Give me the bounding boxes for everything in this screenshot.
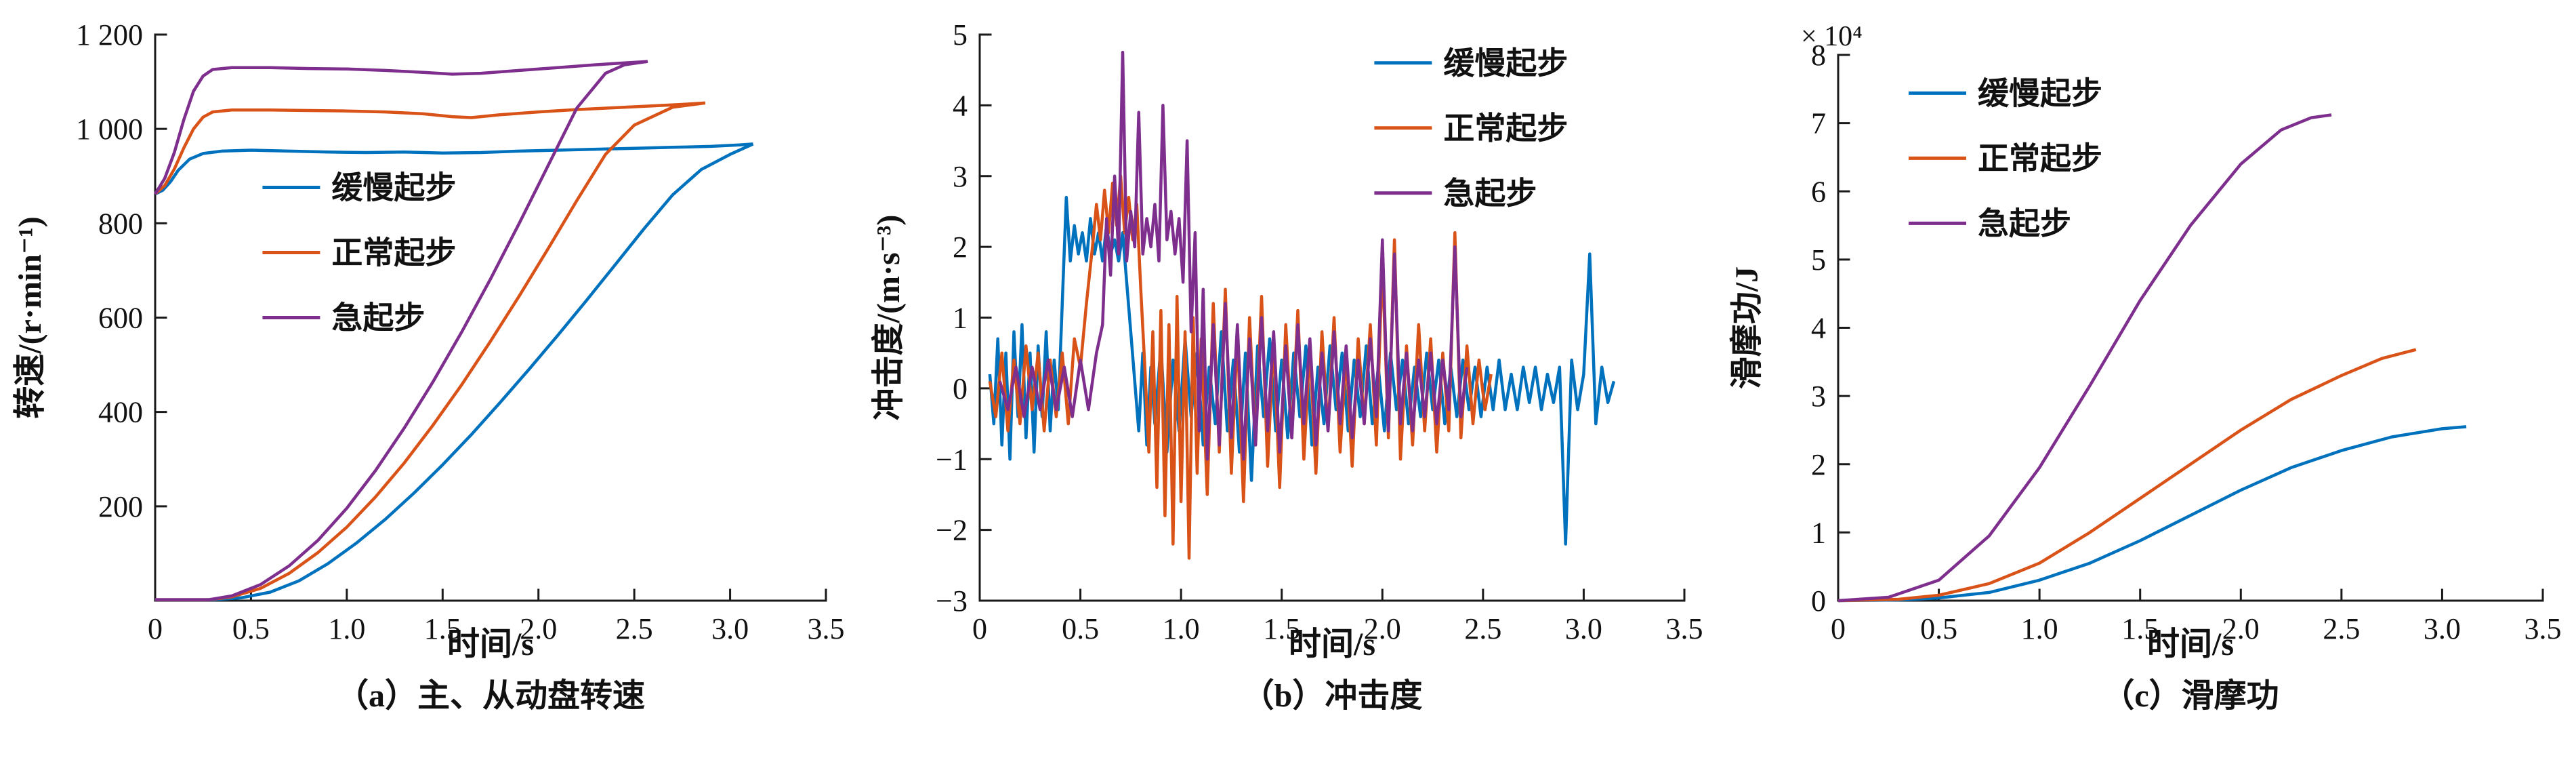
legend-label: 正常起步	[331, 235, 456, 270]
legend-item-normal: 正常起步	[262, 235, 456, 270]
x-axis-label: 时间/s	[2147, 626, 2234, 662]
series-rapid-jerk	[998, 50, 1469, 461]
legend-label: 缓慢起步	[1443, 46, 1568, 81]
legend-item-slow: 缓慢起步	[1909, 76, 2102, 111]
y-tick-label: 2	[1811, 448, 1826, 481]
y-tick-label: 0	[953, 372, 968, 405]
y-tick-label: 0	[1811, 584, 1826, 618]
x-tick-label: 1.5	[424, 612, 461, 645]
legend-label: 缓慢起步	[1978, 76, 2102, 111]
chart-jerk: 0 0.5 1.0 1.5 2.0 2.5 3.0 3.5 −3 −2 −1 0 1 2 3 4 5 冲击度/(m…	[871, 18, 1703, 662]
series-slow-driven-plate	[155, 142, 754, 601]
y-tick-label: 800	[98, 207, 143, 240]
series-normal-driven-plate	[155, 101, 706, 601]
y-tick-label: 200	[98, 490, 143, 523]
x-tick-label: 3.5	[808, 612, 845, 645]
legend-label: 正常起步	[1978, 141, 2102, 176]
y-tick-label: −1	[936, 443, 968, 476]
y-tick-label: 1	[953, 302, 968, 335]
x-tick-label: 0.5	[232, 612, 270, 645]
y-tick-label: 3	[953, 160, 968, 193]
caption-friction-work: （c）滑摩功	[2102, 678, 2279, 714]
y-tick-label: 3	[1811, 380, 1826, 413]
series-slow-driving-plate	[154, 142, 753, 196]
x-tick-label: 1.0	[2021, 612, 2058, 645]
y-tick-label: 2	[953, 230, 968, 264]
y-tick-label: 600	[98, 302, 143, 335]
x-tick-label: 0	[1831, 612, 1846, 645]
panel-jerk: 0 0.5 1.0 1.5 2.0 2.5 3.0 3.5 −3 −2 −1 0 1 2 3 4 5 冲击度/(m…	[868, 18, 1708, 716]
y-axis-label: 滑摩功/J	[1729, 266, 1765, 389]
y-tick-label: 8	[1811, 39, 1826, 72]
y-tick-label: 5	[953, 18, 968, 52]
y-tick-label: 6	[1811, 175, 1826, 208]
x-tick-label: 2.5	[1464, 612, 1501, 645]
x-axis-label: 时间/s	[447, 626, 534, 662]
x-tick-label: 0.5	[1062, 612, 1099, 645]
x-axis-label: 时间/s	[1289, 626, 1375, 662]
legend-item-slow: 缓慢起步	[1374, 46, 1568, 81]
legend-item-slow: 缓慢起步	[262, 170, 456, 205]
caption-jerk: （b）冲击度	[1241, 678, 1423, 714]
legend-label: 急起步	[1978, 206, 2071, 241]
panel-friction-work: 0 0.5 1.0 1.5 2.0 2.5 3.0 3.5 0 1 2 3 4 5 6 7 8 滑摩功/J 时间/s…	[1726, 18, 2567, 716]
x-tick-label: 2.0	[1364, 612, 1401, 645]
axis-multiplier-label: × 10⁴	[1801, 21, 1863, 52]
y-tick-label: −3	[936, 584, 968, 618]
series-normal-driving-plate	[154, 101, 705, 195]
x-tick-label: 1.5	[1263, 612, 1300, 645]
legend-item-normal: 正常起步	[1909, 141, 2102, 176]
legend-item-rapid: 急起步	[262, 300, 425, 335]
legend-item-rapid: 急起步	[1909, 206, 2071, 241]
x-tick-label: 2.0	[520, 612, 557, 645]
y-axis-label: 冲击度/(m·s⁻³)	[871, 215, 907, 421]
series-slow-jerk	[988, 195, 1616, 546]
y-tick-label: 1	[1811, 516, 1826, 549]
x-tick-label: 1.5	[2121, 612, 2159, 645]
y-tick-label: 1 200	[76, 18, 143, 52]
axes	[154, 33, 827, 602]
legend-label: 正常起步	[1443, 111, 1568, 146]
series-normal-friction-work	[1837, 348, 2417, 603]
y-tick-label: 4	[1811, 312, 1826, 345]
y-tick-label: 400	[98, 396, 143, 429]
x-tick-label: 3.0	[1565, 612, 1602, 645]
figure-container: 0 0.5 1.0 1.5 2.0 2.5 3.0 3.5 200 400 600 800 1 000 1…	[9, 18, 2567, 716]
legend-item-rapid: 急起步	[1374, 176, 1537, 211]
series-rapid-driving-plate	[154, 60, 648, 195]
series-slow-friction-work	[1837, 425, 2467, 603]
x-tick-label: 1.0	[1163, 612, 1200, 645]
x-tick-label: 0	[972, 612, 987, 645]
x-tick-label: 3.0	[2424, 612, 2461, 645]
x-tick-label: 2.5	[2323, 612, 2360, 645]
legend-item-normal: 正常起步	[1374, 111, 1568, 146]
x-tick-label: 0.5	[1920, 612, 1957, 645]
chart-friction-work: 0 0.5 1.0 1.5 2.0 2.5 3.0 3.5 0 1 2 3 4 5 6 7 8 滑摩功/J 时间/s…	[1729, 21, 2562, 662]
y-tick-label: 7	[1811, 107, 1826, 140]
y-axis-label: 转速/(r·min⁻¹)	[12, 216, 48, 418]
legend-label: 急起步	[1443, 176, 1537, 211]
x-tick-label: 1.0	[328, 612, 365, 645]
y-tick-label: 4	[953, 89, 968, 122]
chart-speed: 0 0.5 1.0 1.5 2.0 2.5 3.0 3.5 200 400 600 800 1 000 1…	[12, 18, 845, 662]
axes	[1837, 54, 2544, 602]
x-tick-label: 3.5	[1666, 612, 1703, 645]
legend-label: 缓慢起步	[331, 170, 456, 205]
y-tick-label: −2	[936, 514, 968, 547]
series-rapid-driven-plate	[155, 60, 648, 601]
x-tick-label: 3.5	[2525, 612, 2562, 645]
y-tick-label: 5	[1811, 243, 1826, 277]
x-tick-label: 2.5	[616, 612, 653, 645]
legend-label: 急起步	[331, 300, 425, 335]
series-rapid-friction-work	[1837, 113, 2332, 603]
x-tick-label: 3.0	[711, 612, 749, 645]
caption-speed: （a）主、从动盘转速	[335, 678, 645, 714]
x-tick-label: 2.0	[2222, 612, 2260, 645]
x-tick-label: 0	[148, 612, 163, 645]
panel-speed: 0 0.5 1.0 1.5 2.0 2.5 3.0 3.5 200 400 600 800 1 000 1…	[9, 18, 850, 716]
y-tick-label: 1 000	[76, 113, 143, 146]
